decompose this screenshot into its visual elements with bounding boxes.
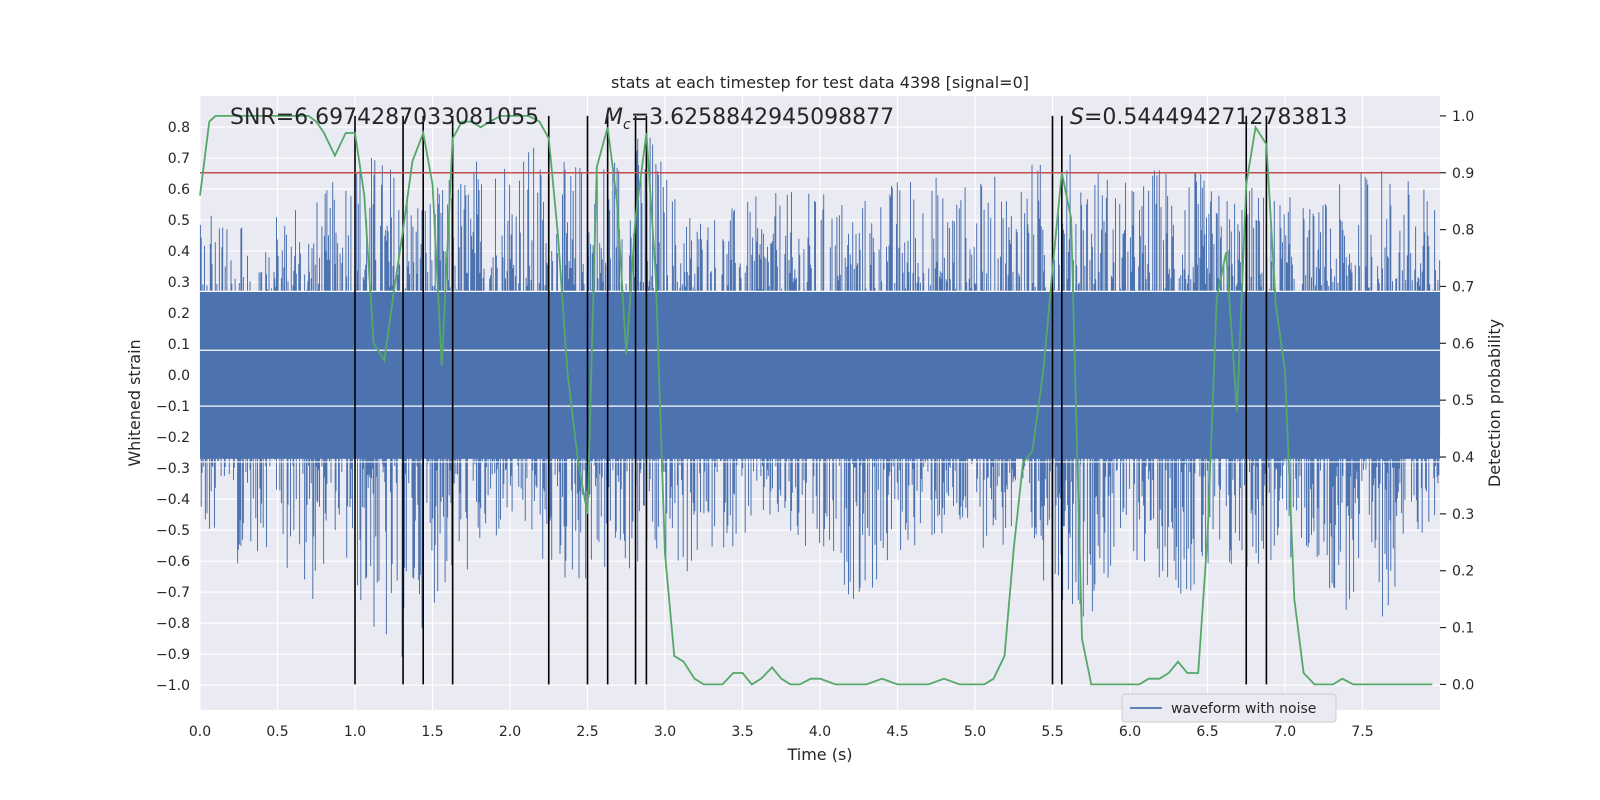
y-left-tick-label: −0.5 xyxy=(156,523,190,539)
x-tick-label: 5.5 xyxy=(1041,724,1063,740)
x-tick-label: 1.5 xyxy=(421,724,443,740)
x-tick-label: 6.0 xyxy=(1119,724,1141,740)
y-left-tick-label: −0.7 xyxy=(156,585,190,601)
y-left-tick-label: 0.7 xyxy=(168,151,190,167)
y-left-tick-label: −0.4 xyxy=(156,492,190,508)
x-tick-label: 3.5 xyxy=(731,724,753,740)
y-left-tick-label: −0.1 xyxy=(156,399,190,415)
y-right-tick-label: 0.0 xyxy=(1452,677,1474,693)
x-tick-label: 7.5 xyxy=(1351,724,1373,740)
chirp-mass-symbol: M xyxy=(604,105,623,130)
chart-title: stats at each timestep for test data 439… xyxy=(611,73,1029,92)
y-right-tick-label: 0.5 xyxy=(1452,393,1474,409)
x-tick-label: 2.5 xyxy=(576,724,598,740)
y-right-tick-label: 0.4 xyxy=(1452,450,1474,466)
legend-label-waveform: waveform with noise xyxy=(1171,701,1316,717)
snr-annotation: SNR=6.6974287033081055 xyxy=(230,105,539,130)
y-left-tick-label: 0.5 xyxy=(168,213,190,229)
y-left-tick-label: 0.3 xyxy=(168,275,190,291)
s-symbol: S xyxy=(1070,105,1084,130)
x-tick-label: 4.5 xyxy=(886,724,908,740)
waveform-core-band xyxy=(200,291,1440,459)
x-tick-label: 0.5 xyxy=(266,724,288,740)
chirp-mass-value: =3.6258842945098877 xyxy=(631,105,894,130)
y-right-tick-label: 0.8 xyxy=(1452,223,1474,239)
y-left-tick-label: 0.6 xyxy=(168,182,190,198)
waveform-with-noise-series xyxy=(199,137,1441,657)
x-tick-label: 4.0 xyxy=(809,724,831,740)
y-left-tick-label: −0.9 xyxy=(156,647,190,663)
y-right-tick-label: 0.6 xyxy=(1452,336,1474,352)
x-tick-label: 1.0 xyxy=(344,724,366,740)
y-left-tick-label: 0.1 xyxy=(168,337,190,353)
y-left-tick-label: 0.2 xyxy=(168,306,190,322)
x-tick-labels: 0.0 0.5 1.0 1.5 2.0 2.5 3.0 3.5 4.0 4.5 5.0 5.5 6.0 6… xyxy=(189,724,1374,740)
y-left-tick-label: −0.8 xyxy=(156,616,190,632)
x-tick-label: 2.0 xyxy=(499,724,521,740)
y-right-tick-label: 1.0 xyxy=(1452,109,1474,125)
x-tick-label: 0.0 xyxy=(189,724,211,740)
y-right-tick-label: 0.1 xyxy=(1452,621,1474,637)
y-left-tick-label: 0.4 xyxy=(168,244,190,260)
vertical-marker-lines xyxy=(354,115,1268,685)
detection-probability-line xyxy=(199,115,1433,686)
y-left-tick-label: −1.0 xyxy=(156,678,190,694)
legend-box xyxy=(1121,693,1337,723)
s-statistic-annotation: S=0.5444942712783813 xyxy=(1070,105,1347,130)
y-axis-label-right: Detection probability xyxy=(1485,319,1504,487)
y-left-tick-label: 0.8 xyxy=(168,120,190,136)
y-left-tick-label: −0.3 xyxy=(156,461,190,477)
x-tick-label: 7.0 xyxy=(1274,724,1296,740)
x-axis-label: Time (s) xyxy=(786,745,852,764)
y-left-tick-label: −0.6 xyxy=(156,554,190,570)
y-right-tick-label: 0.3 xyxy=(1452,507,1474,523)
chirp-mass-subscript: c xyxy=(623,117,631,133)
x-tick-label: 5.0 xyxy=(964,724,986,740)
y-left-tick-label: −0.2 xyxy=(156,430,190,446)
y-axis-label-left: Whitened strain xyxy=(125,339,144,466)
chirp-mass-annotation: Mc=3.6258842945098877 xyxy=(604,105,894,133)
y-left-tick-labels: 0.8 0.7 0.6 0.5 0.4 0.3 0.2 0.1 0.0 −0.1 −0.2 −0.3 −… xyxy=(156,120,190,694)
y-left-tick-label: 0.0 xyxy=(168,368,190,384)
y-right-tick-label: 0.9 xyxy=(1452,166,1474,182)
y-right-tick-label: 0.2 xyxy=(1452,564,1474,580)
x-tick-label: 6.5 xyxy=(1196,724,1218,740)
y-right-tick-labels: 1.0 0.9 0.8 0.7 0.6 0.5 0.4 0.3 0.2 0.1 0.0 xyxy=(1440,109,1474,693)
x-tick-label: 3.0 xyxy=(654,724,676,740)
s-value: =0.5444942712783813 xyxy=(1084,105,1347,130)
y-right-tick-label: 0.7 xyxy=(1452,279,1474,295)
legend: waveform with noise xyxy=(1121,693,1337,723)
